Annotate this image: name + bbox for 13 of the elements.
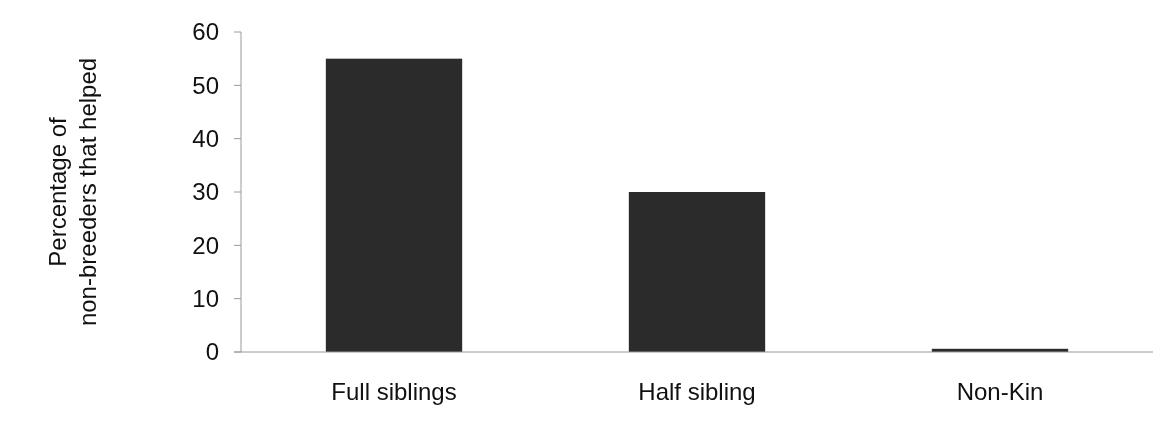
y-tick-label: 30 bbox=[192, 178, 219, 206]
y-tick-label: 60 bbox=[192, 18, 219, 46]
bar bbox=[325, 58, 463, 352]
y-axis-title: Percentage of non-breeders that helped bbox=[44, 57, 101, 327]
y-tick-label: 0 bbox=[205, 338, 219, 366]
y-tick-label: 20 bbox=[192, 231, 219, 259]
x-tick-label: Full siblings bbox=[331, 378, 457, 405]
x-tick-label: Half sibling bbox=[638, 378, 756, 405]
y-tick-label: 40 bbox=[192, 125, 219, 153]
y-tick-label: 50 bbox=[192, 71, 219, 99]
y-tick-label: 10 bbox=[192, 285, 219, 313]
bar bbox=[628, 192, 766, 352]
x-tick-label: Non-Kin bbox=[956, 378, 1044, 405]
